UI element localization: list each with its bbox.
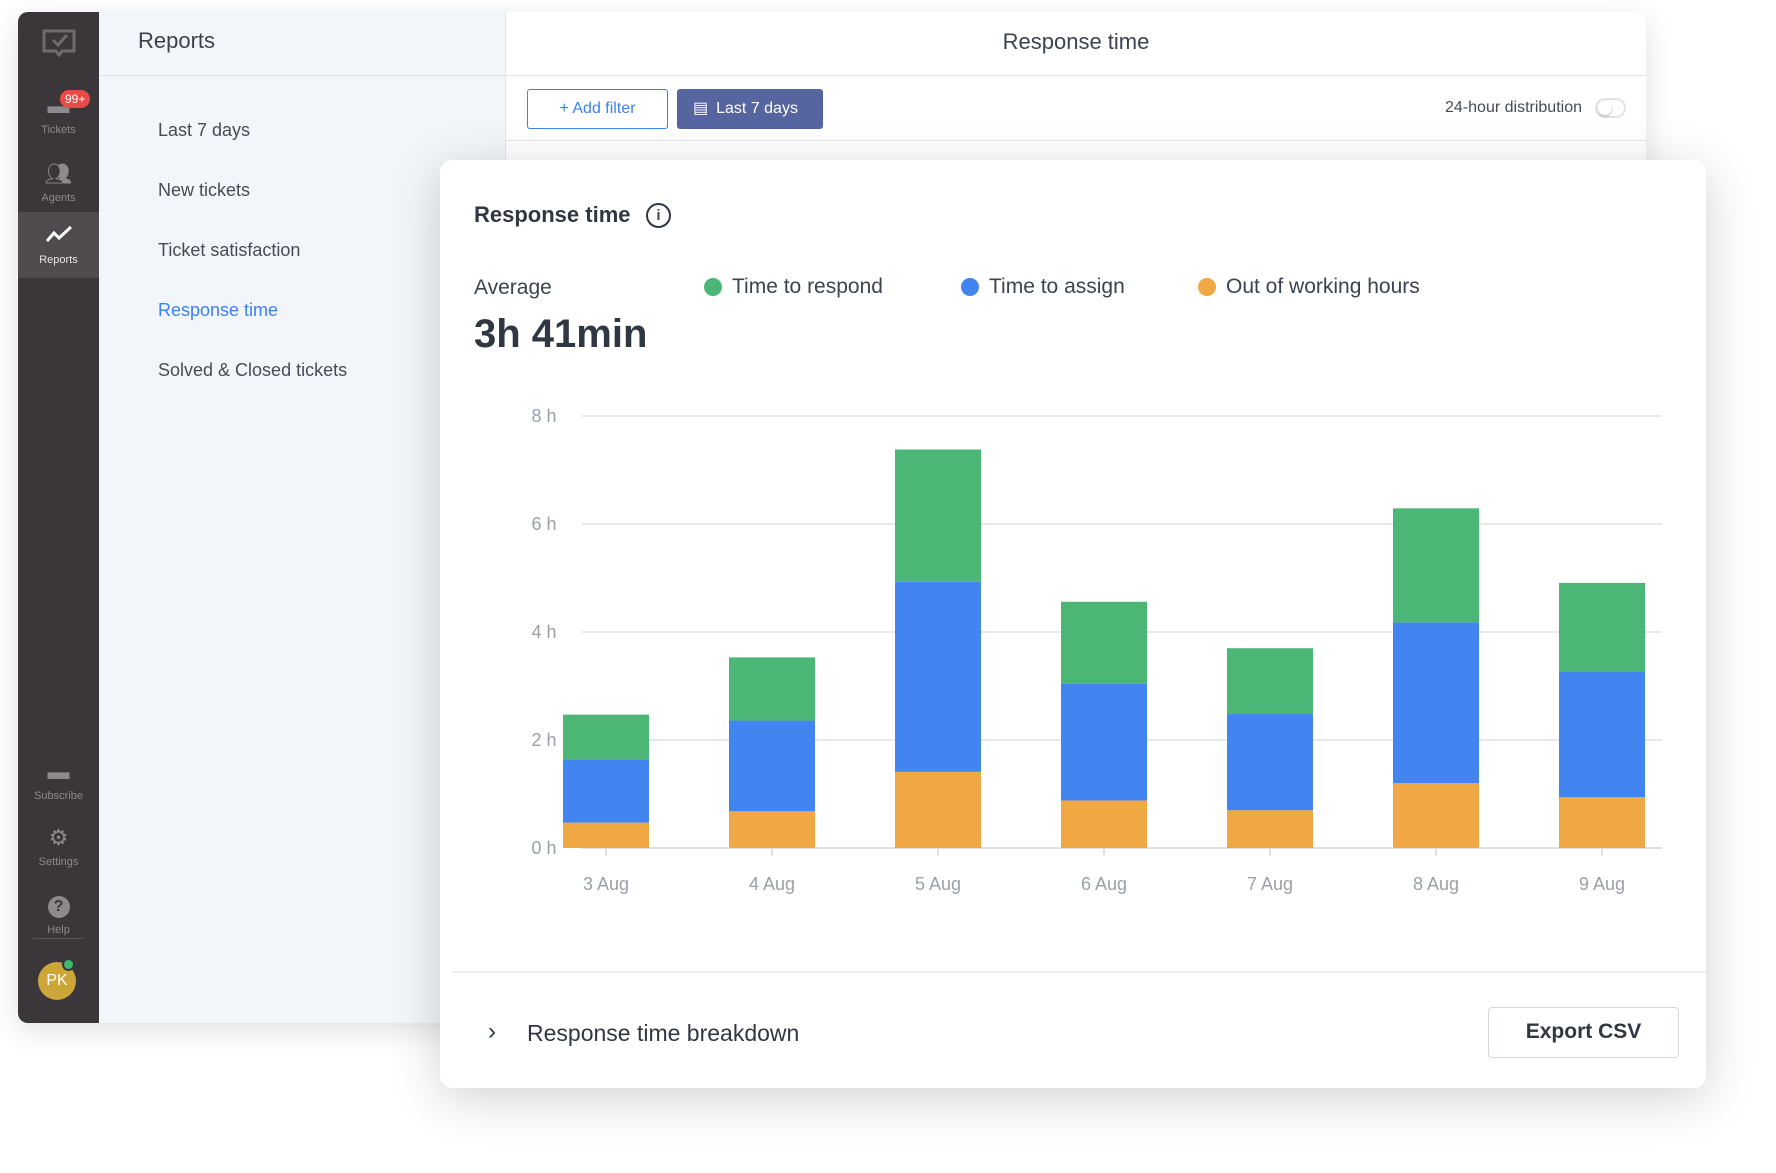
bar-segment xyxy=(1061,601,1147,684)
x-tick-label: 3 Aug xyxy=(583,874,629,894)
x-tick-label: 7 Aug xyxy=(1247,874,1293,894)
legend-dot-out xyxy=(1198,278,1216,296)
bar-segment xyxy=(1559,797,1645,848)
legend-out: Out of working hours xyxy=(1226,275,1420,298)
menu-item-response-time[interactable]: Response time xyxy=(158,300,279,320)
bar-segment xyxy=(1393,508,1479,623)
sidebar-item-settings[interactable]: ⚙ Settings xyxy=(18,825,99,869)
distribution-label: 24-hour distribution xyxy=(1445,99,1582,116)
menu-item-solved-closed[interactable]: Solved & Closed tickets xyxy=(158,360,348,380)
tickets-badge: 99+ xyxy=(60,90,91,108)
legend-dot-respond xyxy=(704,278,722,296)
y-tick-label: 4 h xyxy=(531,622,556,642)
divider xyxy=(452,971,1706,973)
bar-segment xyxy=(563,759,649,823)
menu-item-last-7-days[interactable]: Last 7 days xyxy=(158,120,251,140)
average-value: 3h 41min xyxy=(474,312,648,356)
x-tick-label: 4 Aug xyxy=(749,874,795,894)
card-icon: ▬ xyxy=(47,759,70,784)
date-range-button[interactable]: ▤ Last 7 days xyxy=(677,89,823,129)
legend-dot-assign xyxy=(961,278,979,296)
bar-segment xyxy=(1559,671,1645,798)
sidebar-item-agents[interactable]: 👥︎ Agents xyxy=(18,161,99,205)
info-icon[interactable]: i xyxy=(646,203,671,228)
legend-respond: Time to respond xyxy=(732,275,883,298)
bar-segment xyxy=(1061,800,1147,848)
reports-title: Reports xyxy=(99,12,505,76)
bar-segment xyxy=(1393,783,1479,848)
bar-segment xyxy=(1227,648,1313,715)
sidebar-item-help[interactable]: ? Help xyxy=(18,892,99,936)
gear-icon: ⚙ xyxy=(48,825,69,850)
x-tick-label: 9 Aug xyxy=(1579,874,1625,894)
export-csv-button[interactable]: Export CSV xyxy=(1488,1007,1679,1058)
sidebar-item-reports[interactable]: Reports xyxy=(18,212,99,278)
bar-segment xyxy=(895,581,981,772)
bar-segment xyxy=(1393,622,1479,784)
icon-sidebar: ▬ Tickets 99+ 👥︎ Agents Reports ▬ Subscribe… xyxy=(18,12,99,1023)
menu-item-ticket-satisfaction[interactable]: Ticket satisfaction xyxy=(158,240,301,260)
x-tick-label: 8 Aug xyxy=(1413,874,1459,894)
x-tick-label: 6 Aug xyxy=(1081,874,1127,894)
bar-segment xyxy=(1227,714,1313,811)
menu-item-new-tickets[interactable]: New tickets xyxy=(158,180,251,200)
bar-segment xyxy=(563,822,649,848)
y-tick-label: 0 h xyxy=(531,838,556,858)
chevron-right-icon[interactable]: › xyxy=(488,1018,496,1045)
y-tick-label: 2 h xyxy=(531,730,556,750)
bar-segment xyxy=(729,720,815,812)
add-filter-button[interactable]: + Add filter xyxy=(527,89,668,129)
stacked-bar-chart: 0 h 2 h 4 h 6 h 8 h 3 Aug 4 Aug 5 Aug 6 Aug 7 Aug… xyxy=(531,406,1662,894)
bar-segment xyxy=(895,449,981,582)
y-tick-label: 6 h xyxy=(531,514,556,534)
bar-segment xyxy=(1559,582,1645,672)
distribution-toggle[interactable] xyxy=(1595,98,1626,118)
calendar-icon: ▤ xyxy=(693,100,709,117)
bar-segment xyxy=(729,811,815,848)
help-icon: ? xyxy=(18,892,99,918)
chart-line-icon xyxy=(18,224,99,248)
card-title: Response time xyxy=(474,202,631,227)
logo-icon[interactable] xyxy=(18,28,99,61)
agents-icon: 👥︎ xyxy=(44,161,73,186)
response-time-card: Response time i Average 3h 41min Time to… xyxy=(440,160,1706,1088)
bar-segment xyxy=(1061,683,1147,801)
legend-assign: Time to assign xyxy=(989,275,1125,298)
bar-segment xyxy=(563,714,649,760)
breakdown-toggle[interactable]: Response time breakdown xyxy=(527,1020,800,1046)
bar-segment xyxy=(1227,810,1313,848)
bar-segment xyxy=(729,657,815,721)
y-tick-label: 8 h xyxy=(531,406,556,426)
sidebar-item-subscribe[interactable]: ▬ Subscribe xyxy=(18,759,99,803)
reports-panel: Reports Last 7 days New tickets Ticket s… xyxy=(99,12,506,1023)
bar-segment xyxy=(895,771,981,848)
divider xyxy=(33,938,84,939)
x-tick-label: 5 Aug xyxy=(915,874,961,894)
online-status-dot xyxy=(62,958,75,971)
average-label: Average xyxy=(474,276,552,299)
filter-bar: + Add filter ▤ Last 7 days 24-hour distri… xyxy=(506,76,1646,141)
page-title: Response time xyxy=(506,12,1646,76)
